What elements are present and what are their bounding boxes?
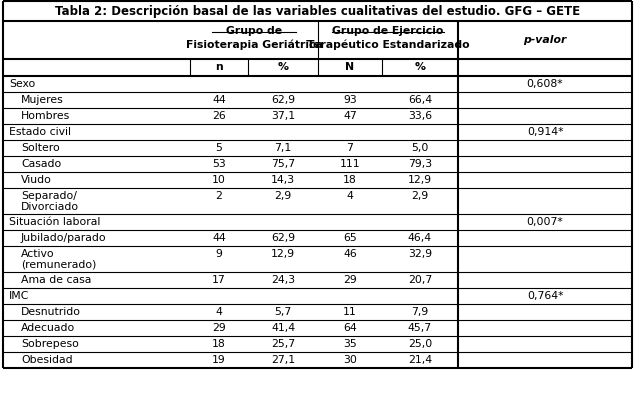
- Text: 4: 4: [215, 307, 222, 317]
- Text: 7: 7: [347, 143, 354, 153]
- Text: 79,3: 79,3: [408, 159, 432, 169]
- Text: N: N: [345, 63, 354, 72]
- Text: 0,914*: 0,914*: [527, 127, 563, 137]
- Text: 2,9: 2,9: [274, 191, 291, 201]
- Text: 111: 111: [340, 159, 360, 169]
- Text: 62,9: 62,9: [271, 233, 295, 243]
- Text: 33,6: 33,6: [408, 111, 432, 121]
- Text: 2: 2: [215, 191, 222, 201]
- Text: Estado civil: Estado civil: [9, 127, 71, 137]
- Text: 41,4: 41,4: [271, 323, 295, 333]
- Text: 5,7: 5,7: [274, 307, 291, 317]
- Text: 44: 44: [212, 233, 226, 243]
- Text: 37,1: 37,1: [271, 111, 295, 121]
- Text: 11: 11: [343, 307, 357, 317]
- Text: 29: 29: [212, 323, 226, 333]
- Text: 17: 17: [212, 275, 226, 285]
- Text: Viudo: Viudo: [21, 175, 52, 185]
- Text: 0,608*: 0,608*: [526, 79, 563, 89]
- Text: 5: 5: [215, 143, 222, 153]
- Text: 26: 26: [212, 111, 226, 121]
- Text: Situación laboral: Situación laboral: [9, 217, 100, 227]
- Text: 0,007*: 0,007*: [526, 217, 563, 227]
- Text: 35: 35: [343, 339, 357, 349]
- Text: 45,7: 45,7: [408, 323, 432, 333]
- Text: 2,9: 2,9: [411, 191, 429, 201]
- Text: (remunerado): (remunerado): [21, 260, 97, 270]
- Text: Adecuado: Adecuado: [21, 323, 76, 333]
- Text: 47: 47: [343, 111, 357, 121]
- Text: 65: 65: [343, 233, 357, 243]
- Text: 25,7: 25,7: [271, 339, 295, 349]
- Text: Grupo de
Fisioterapia Geriátrica: Grupo de Fisioterapia Geriátrica: [185, 25, 323, 50]
- Text: 12,9: 12,9: [408, 175, 432, 185]
- Text: 46,4: 46,4: [408, 233, 432, 243]
- Text: Desnutrido: Desnutrido: [21, 307, 81, 317]
- Text: 75,7: 75,7: [271, 159, 295, 169]
- Text: %: %: [277, 63, 288, 72]
- Text: 12,9: 12,9: [271, 249, 295, 259]
- Text: 46: 46: [343, 249, 357, 259]
- Text: 29: 29: [343, 275, 357, 285]
- Text: 18: 18: [212, 339, 226, 349]
- Text: 93: 93: [343, 95, 357, 105]
- Text: Sobrepeso: Sobrepeso: [21, 339, 79, 349]
- Text: 7,1: 7,1: [274, 143, 291, 153]
- Text: 5,0: 5,0: [411, 143, 429, 153]
- Text: Soltero: Soltero: [21, 143, 60, 153]
- Text: 32,9: 32,9: [408, 249, 432, 259]
- Text: 30: 30: [343, 355, 357, 365]
- Text: Activo: Activo: [21, 249, 55, 259]
- Text: 21,4: 21,4: [408, 355, 432, 365]
- Text: n: n: [215, 63, 223, 72]
- Text: Grupo de Ejercicio
Terapéutico Estandarizado: Grupo de Ejercicio Terapéutico Estandari…: [307, 25, 469, 50]
- Text: 10: 10: [212, 175, 226, 185]
- Text: 25,0: 25,0: [408, 339, 432, 349]
- Text: p-valor: p-valor: [523, 35, 566, 45]
- Text: 18: 18: [343, 175, 357, 185]
- Text: 0,764*: 0,764*: [527, 291, 563, 301]
- Text: 9: 9: [215, 249, 222, 259]
- Text: Divorciado: Divorciado: [21, 202, 79, 212]
- Text: 27,1: 27,1: [271, 355, 295, 365]
- Text: 53: 53: [212, 159, 226, 169]
- Text: 4: 4: [347, 191, 354, 201]
- Text: IMC: IMC: [9, 291, 29, 301]
- Text: 20,7: 20,7: [408, 275, 432, 285]
- Text: 62,9: 62,9: [271, 95, 295, 105]
- Text: Casado: Casado: [21, 159, 61, 169]
- Text: Separado/: Separado/: [21, 191, 77, 201]
- Text: Hombres: Hombres: [21, 111, 70, 121]
- Text: 66,4: 66,4: [408, 95, 432, 105]
- Text: 14,3: 14,3: [271, 175, 295, 185]
- Text: %: %: [415, 63, 425, 72]
- Text: Ama de casa: Ama de casa: [21, 275, 91, 285]
- Text: Jubilado/parado: Jubilado/parado: [21, 233, 107, 243]
- Text: 64: 64: [343, 323, 357, 333]
- Text: 7,9: 7,9: [411, 307, 429, 317]
- Text: Obesidad: Obesidad: [21, 355, 72, 365]
- Text: Sexo: Sexo: [9, 79, 36, 89]
- Text: Mujeres: Mujeres: [21, 95, 64, 105]
- Text: 24,3: 24,3: [271, 275, 295, 285]
- Text: Tabla 2: Descripción basal de las variables cualitativas del estudio. GFG – GETE: Tabla 2: Descripción basal de las variab…: [55, 4, 580, 17]
- Text: 19: 19: [212, 355, 226, 365]
- Text: 44: 44: [212, 95, 226, 105]
